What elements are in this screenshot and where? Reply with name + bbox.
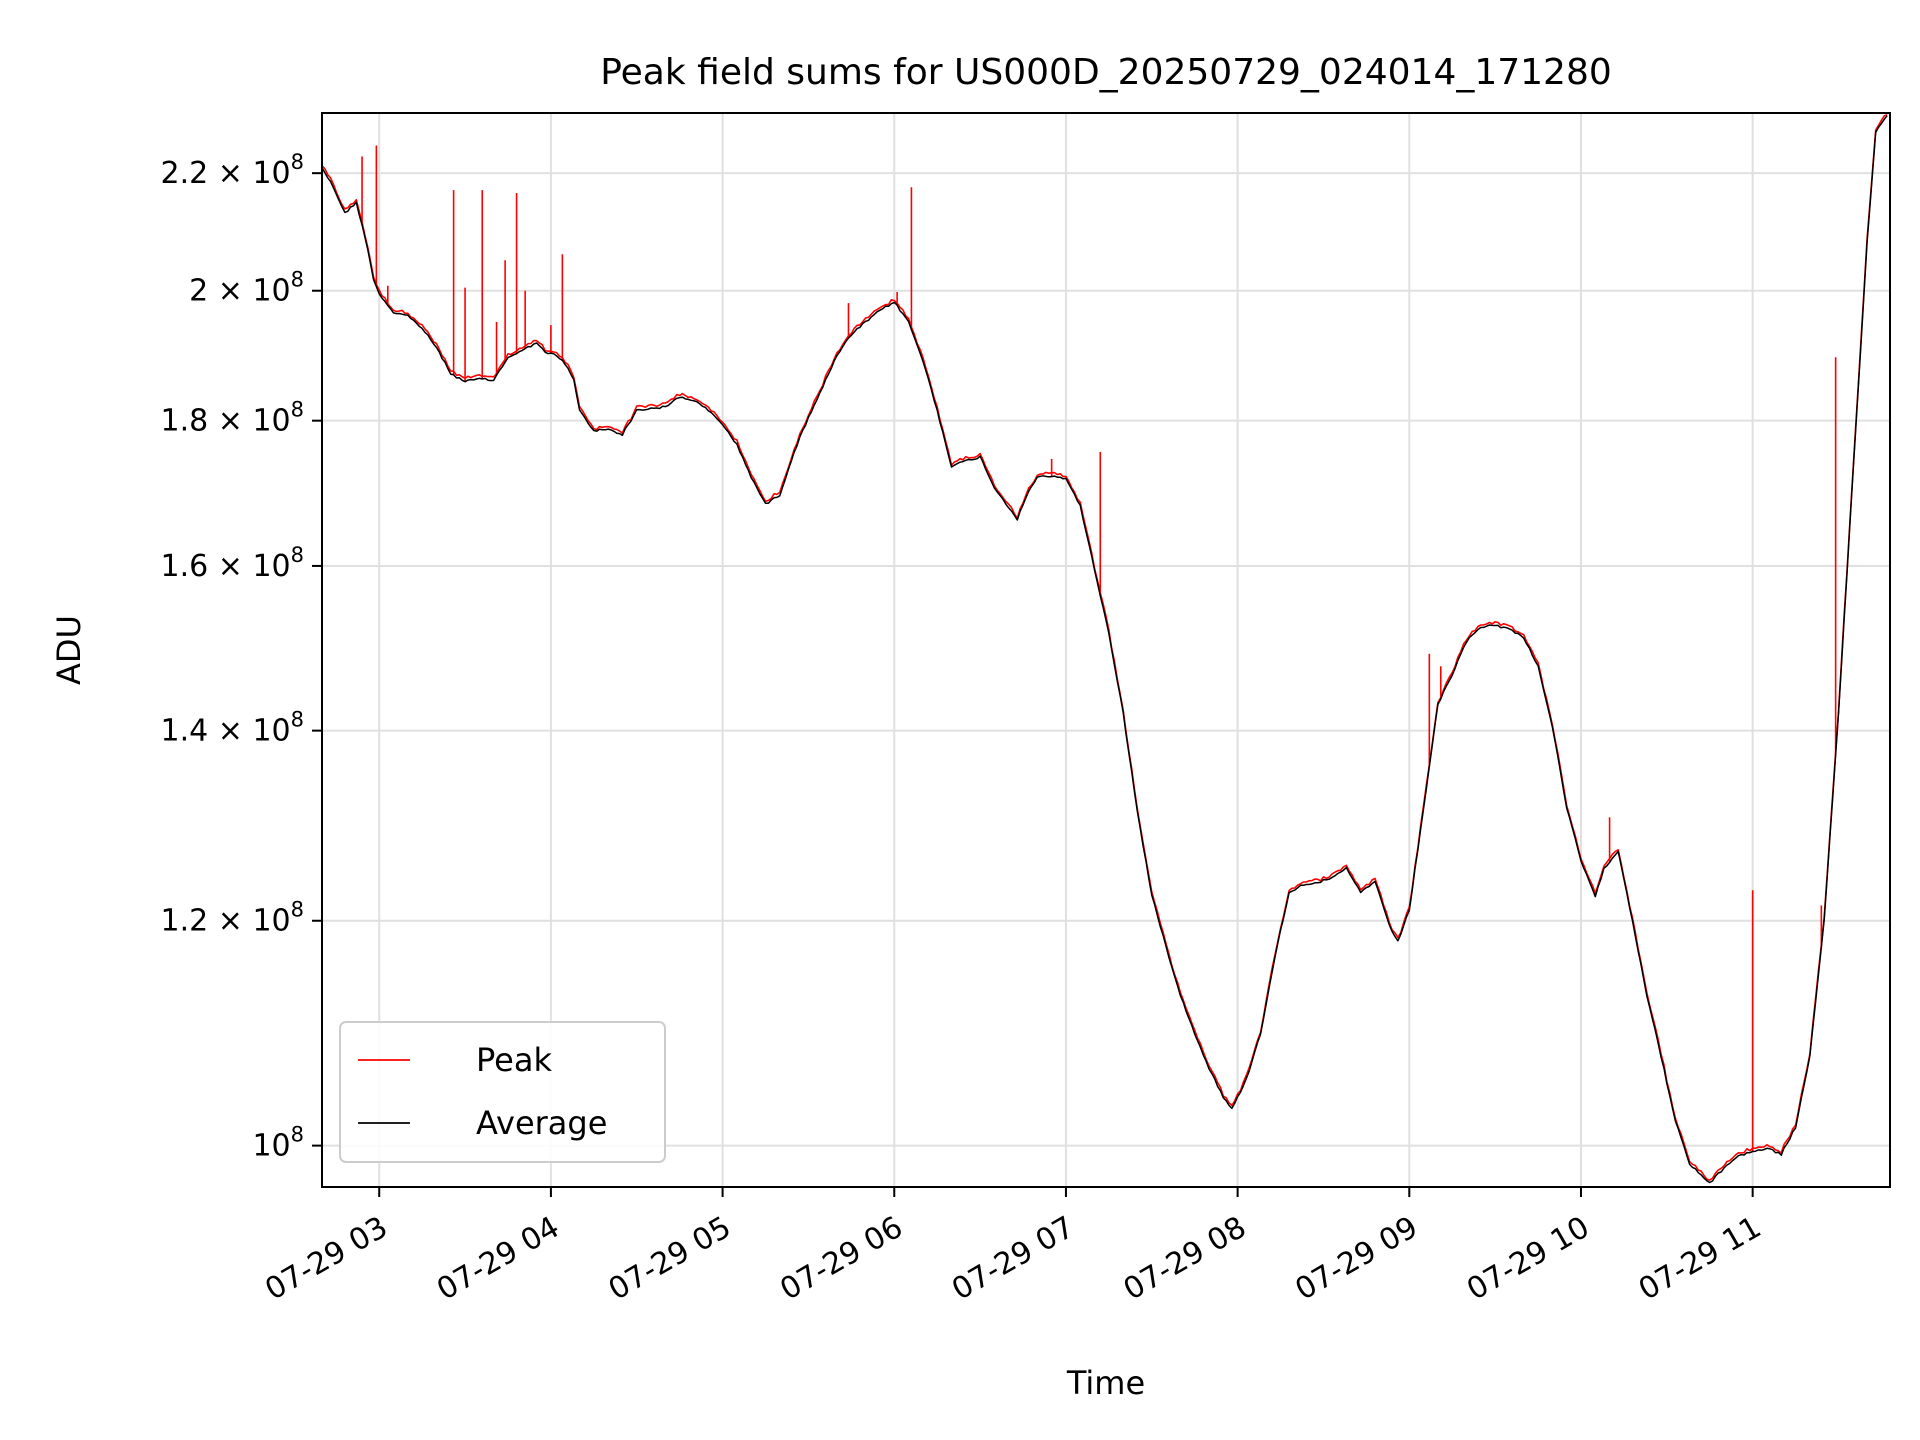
plot-series — [321, 113, 1888, 1184]
series-average-line — [321, 115, 1888, 1184]
legend: Peak Average — [339, 1021, 666, 1163]
y-tick-label: 1.4 × 108 — [161, 708, 304, 749]
y-tick-label: 1.8 × 108 — [161, 398, 304, 439]
y-tick-label: 1.2 × 108 — [161, 898, 304, 939]
y-tick-label: 1.6 × 108 — [161, 543, 304, 584]
grid — [322, 113, 1890, 1187]
y-tick-label: 108 — [252, 1123, 304, 1164]
y-axis: 108 1.2 × 108 1.4 × 108 1.6 × 108 1.8 × 108 2… — [161, 150, 322, 1164]
x-axis-label: Time — [1066, 1364, 1145, 1402]
y-tick-label: 2.2 × 108 — [161, 150, 304, 191]
legend-label-peak: Peak — [476, 1041, 552, 1079]
axes-frame — [321, 112, 1891, 1188]
legend-box — [339, 1021, 666, 1163]
y-tick-label: 2 × 108 — [189, 268, 304, 309]
chart-title: Peak field sums for US000D_20250729_0240… — [600, 52, 1612, 93]
y-axis-label: ADU — [50, 615, 88, 685]
legend-label-average: Average — [476, 1104, 607, 1142]
